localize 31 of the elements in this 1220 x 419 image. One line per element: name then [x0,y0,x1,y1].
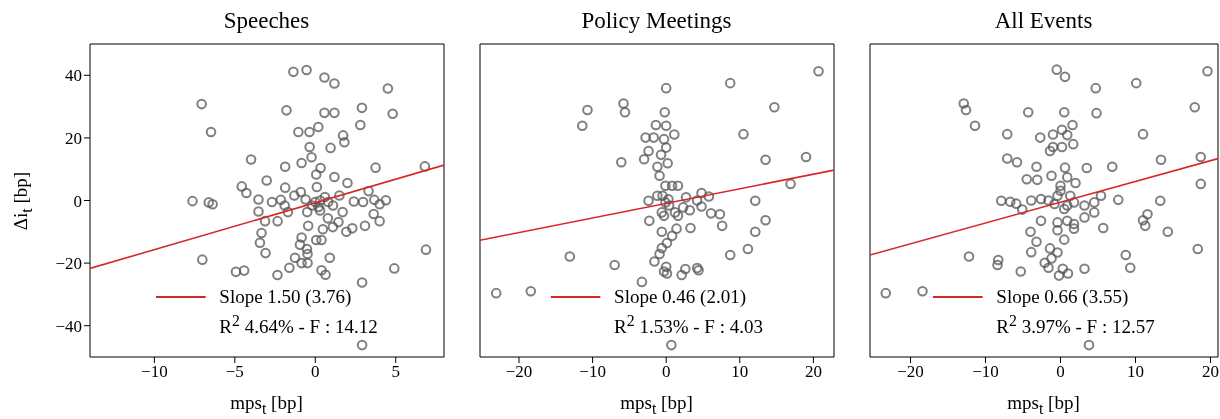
legend-label: Slope 0.46 (2.01) [614,285,747,309]
y-tick-label: 0 [73,191,82,211]
y-tick-label: −40 [55,316,82,336]
y-tick-label: 40 [65,66,82,86]
x-axis-title: mps$_{t}$ [bp] [619,392,694,418]
x-tick-label: −20 [897,362,924,382]
legend-label: Slope 0.66 (3.55) [996,285,1129,309]
x-tick-label: −10 [972,362,999,382]
y-tick-label: 20 [65,128,82,148]
chart-title: Policy Meetings [580,8,733,34]
legend-label: Slope 1.50 (3.76) [219,285,352,309]
x-tick-label: 0 [311,362,320,382]
annotation: R$^{2}$ 4.64% - F : 14.12 [218,311,378,340]
x-tick-label: 0 [661,362,671,382]
x-tick-label: 10 [731,362,749,382]
y-tick-label: −20 [55,254,82,274]
x-tick-label: −10 [141,362,168,382]
x-tick-label: 0 [1056,362,1065,382]
x-tick-label: 20 [1202,362,1219,382]
annotation: R$^{2}$ 3.97% - F : 12.57 [995,311,1155,340]
chart-title: All Events [993,8,1094,34]
x-axis-title: mps$_{t}$ [bp] [229,392,304,418]
x-axis-title: mps$_{t}$ [bp] [1006,392,1081,418]
x-tick-label: 5 [391,362,400,382]
chart-title: Speeches [222,8,311,34]
x-tick-label: 20 [804,362,822,382]
x-tick-label: −10 [579,362,606,382]
x-tick-label: 10 [1127,362,1144,382]
annotation: R$^{2}$ 1.53% - F : 4.03 [613,311,763,340]
x-tick-label: −20 [505,362,533,382]
x-tick-label: −5 [225,362,244,382]
